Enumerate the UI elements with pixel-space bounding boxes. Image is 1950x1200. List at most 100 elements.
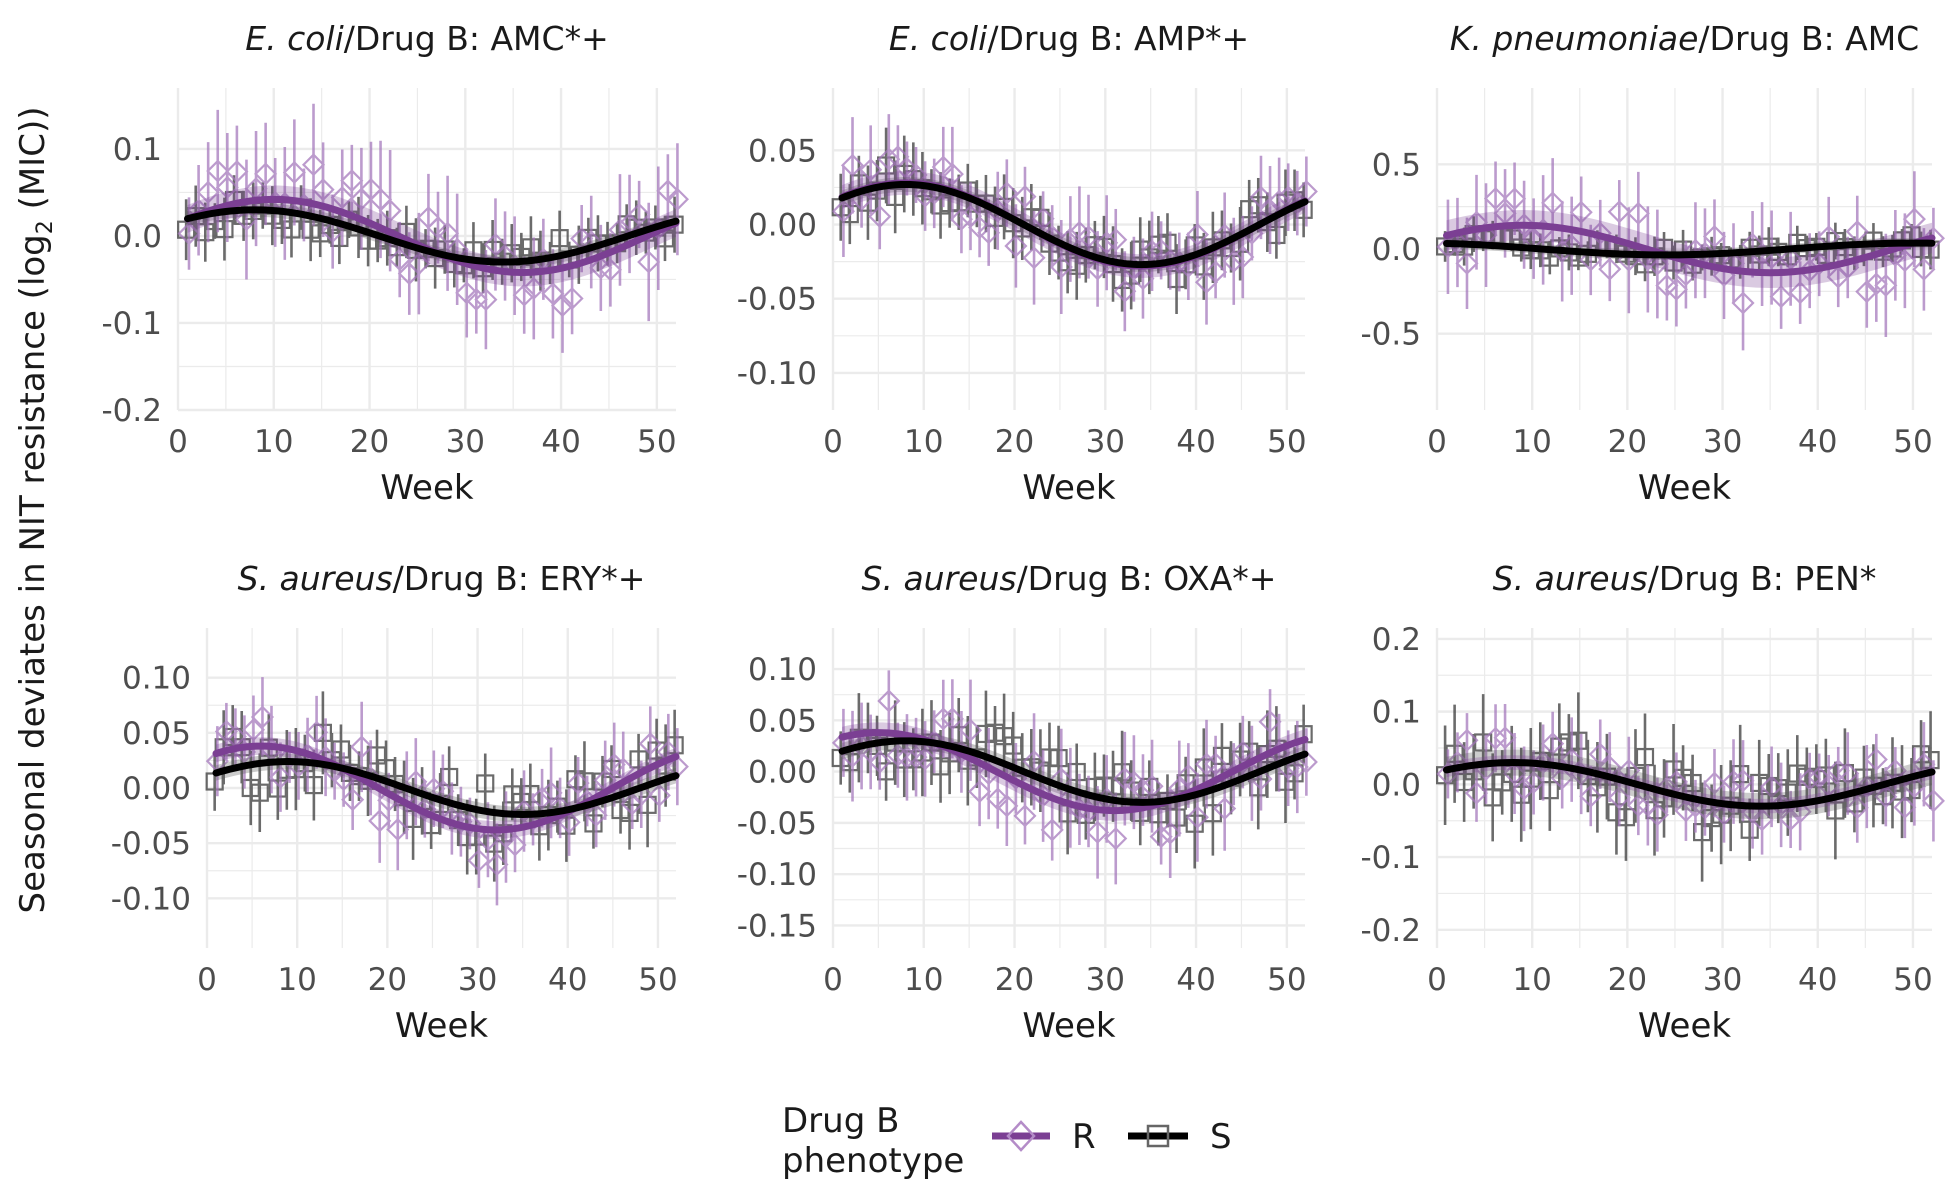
panel-title-species: E. coli (889, 19, 988, 58)
data-point-diamond (579, 230, 603, 254)
x-tick-label: 40 (1176, 424, 1215, 460)
data-point-diamond (1086, 820, 1110, 844)
data-point-diamond (407, 252, 431, 276)
panel-title-species: K. pneumoniae (1450, 19, 1699, 58)
data-point-diamond (931, 155, 955, 179)
y-tick-label: -0.2 (1361, 913, 1422, 949)
x-tick-label: 0 (823, 424, 843, 460)
data-point-diamond (474, 288, 498, 312)
data-point-diamond (1194, 752, 1219, 776)
x-axis-title: Week (1638, 1006, 1731, 1046)
legend-item-r: R (992, 1117, 1096, 1157)
data-point-diamond (1550, 766, 1574, 790)
data-point-diamond (1149, 825, 1173, 849)
panel-title: K. pneumoniae/Drug B: AMC (1450, 19, 1919, 58)
data-point-diamond (627, 202, 651, 227)
data-point-diamond (1769, 285, 1793, 309)
data-point-square (575, 772, 594, 791)
legend-item-s: S (1128, 1117, 1232, 1157)
y-tick-label: 0.05 (122, 716, 191, 752)
data-point-diamond (1503, 761, 1527, 786)
data-point-diamond (215, 175, 239, 200)
data-point-diamond (1185, 223, 1209, 247)
data-point-diamond (895, 156, 919, 181)
data-point-diamond (913, 747, 937, 771)
x-tick-label: 20 (995, 962, 1034, 998)
panel-title-species: S. aureus (1493, 559, 1648, 598)
data-point-diamond (485, 852, 509, 877)
y-axis-title-subscript: 2 (33, 220, 58, 234)
data-point-diamond (1626, 793, 1650, 817)
panel-title: S. aureus/Drug B: ERY*+ (238, 559, 646, 598)
data-point-square (1635, 748, 1655, 767)
data-point-diamond (196, 180, 220, 204)
data-point-diamond (1445, 230, 1470, 255)
data-point-diamond (1731, 769, 1755, 793)
data-point-diamond (388, 248, 412, 272)
data-point-diamond (1893, 795, 1917, 819)
y-tick-label: 0.5 (1372, 147, 1421, 183)
data-point-diamond (436, 221, 460, 245)
data-point-diamond (321, 220, 345, 244)
data-point-diamond (1503, 187, 1527, 211)
data-point-diamond (426, 216, 450, 240)
panel-title: E. coli/Drug B: AMP*+ (889, 19, 1249, 58)
data-point-diamond (638, 732, 662, 756)
x-tick-label: 30 (1086, 424, 1125, 460)
data-point-square (440, 767, 459, 787)
legend-title-line1: Drug B (782, 1101, 899, 1141)
data-point-square (1540, 781, 1559, 800)
data-point-square (521, 238, 541, 257)
data-point-diamond (1902, 207, 1926, 231)
data-point-diamond (940, 162, 964, 186)
data-point-diamond (1455, 728, 1479, 752)
y-tick-label: -0.15 (737, 908, 817, 944)
data-point-diamond (1176, 763, 1200, 788)
data-point-square (1693, 823, 1712, 842)
data-point-diamond (647, 783, 671, 807)
data-point-diamond (550, 294, 575, 318)
data-point-diamond (868, 750, 892, 774)
data-point-square (620, 803, 639, 823)
data-point-square (1616, 808, 1636, 827)
data-point-diamond (1721, 770, 1746, 794)
fit-line-R (1443, 221, 1936, 277)
data-point-diamond (1855, 280, 1879, 304)
x-tick-label: 40 (1798, 424, 1837, 460)
legend-title-line2: phenotype (782, 1141, 964, 1181)
panel-title-species: S. aureus (862, 559, 1017, 598)
data-point-diamond (1483, 186, 1508, 211)
data-point-diamond (1864, 272, 1888, 296)
fit-line-S (838, 737, 1309, 806)
data-point-diamond (584, 803, 608, 827)
data-point-diamond (311, 178, 335, 202)
x-tick-label: 50 (1267, 962, 1306, 998)
data-point-diamond (1598, 257, 1622, 281)
data-point-square (584, 814, 603, 833)
x-tick-label: 30 (458, 962, 497, 998)
data-point-diamond (859, 158, 883, 182)
data-point-square (1569, 731, 1588, 750)
data-point-diamond (539, 781, 563, 805)
data-point-diamond (1674, 263, 1698, 287)
data-point-diamond (1702, 771, 1727, 795)
x-tick-label: 20 (1608, 424, 1647, 460)
x-tick-label: 10 (254, 424, 293, 460)
y-tick-label: -0.05 (737, 806, 817, 842)
data-point-diamond (1807, 252, 1831, 276)
x-tick-label: 30 (1086, 962, 1125, 998)
data-point-diamond (840, 153, 865, 177)
data-point-diamond (1231, 245, 1255, 269)
y-tick-label: -0.5 (1361, 317, 1422, 353)
fit-ci-ribbon-R (842, 171, 1305, 278)
data-point-diamond (1113, 279, 1137, 303)
data-point-diamond (1445, 750, 1470, 774)
data-point-diamond (1664, 277, 1688, 301)
data-point-diamond (1158, 821, 1182, 845)
data-point-diamond (931, 707, 955, 731)
data-point-diamond (1022, 749, 1046, 774)
data-point-diamond (340, 169, 364, 193)
data-point-diamond (464, 287, 488, 311)
data-point-diamond (268, 765, 293, 789)
data-point-square (313, 723, 332, 742)
